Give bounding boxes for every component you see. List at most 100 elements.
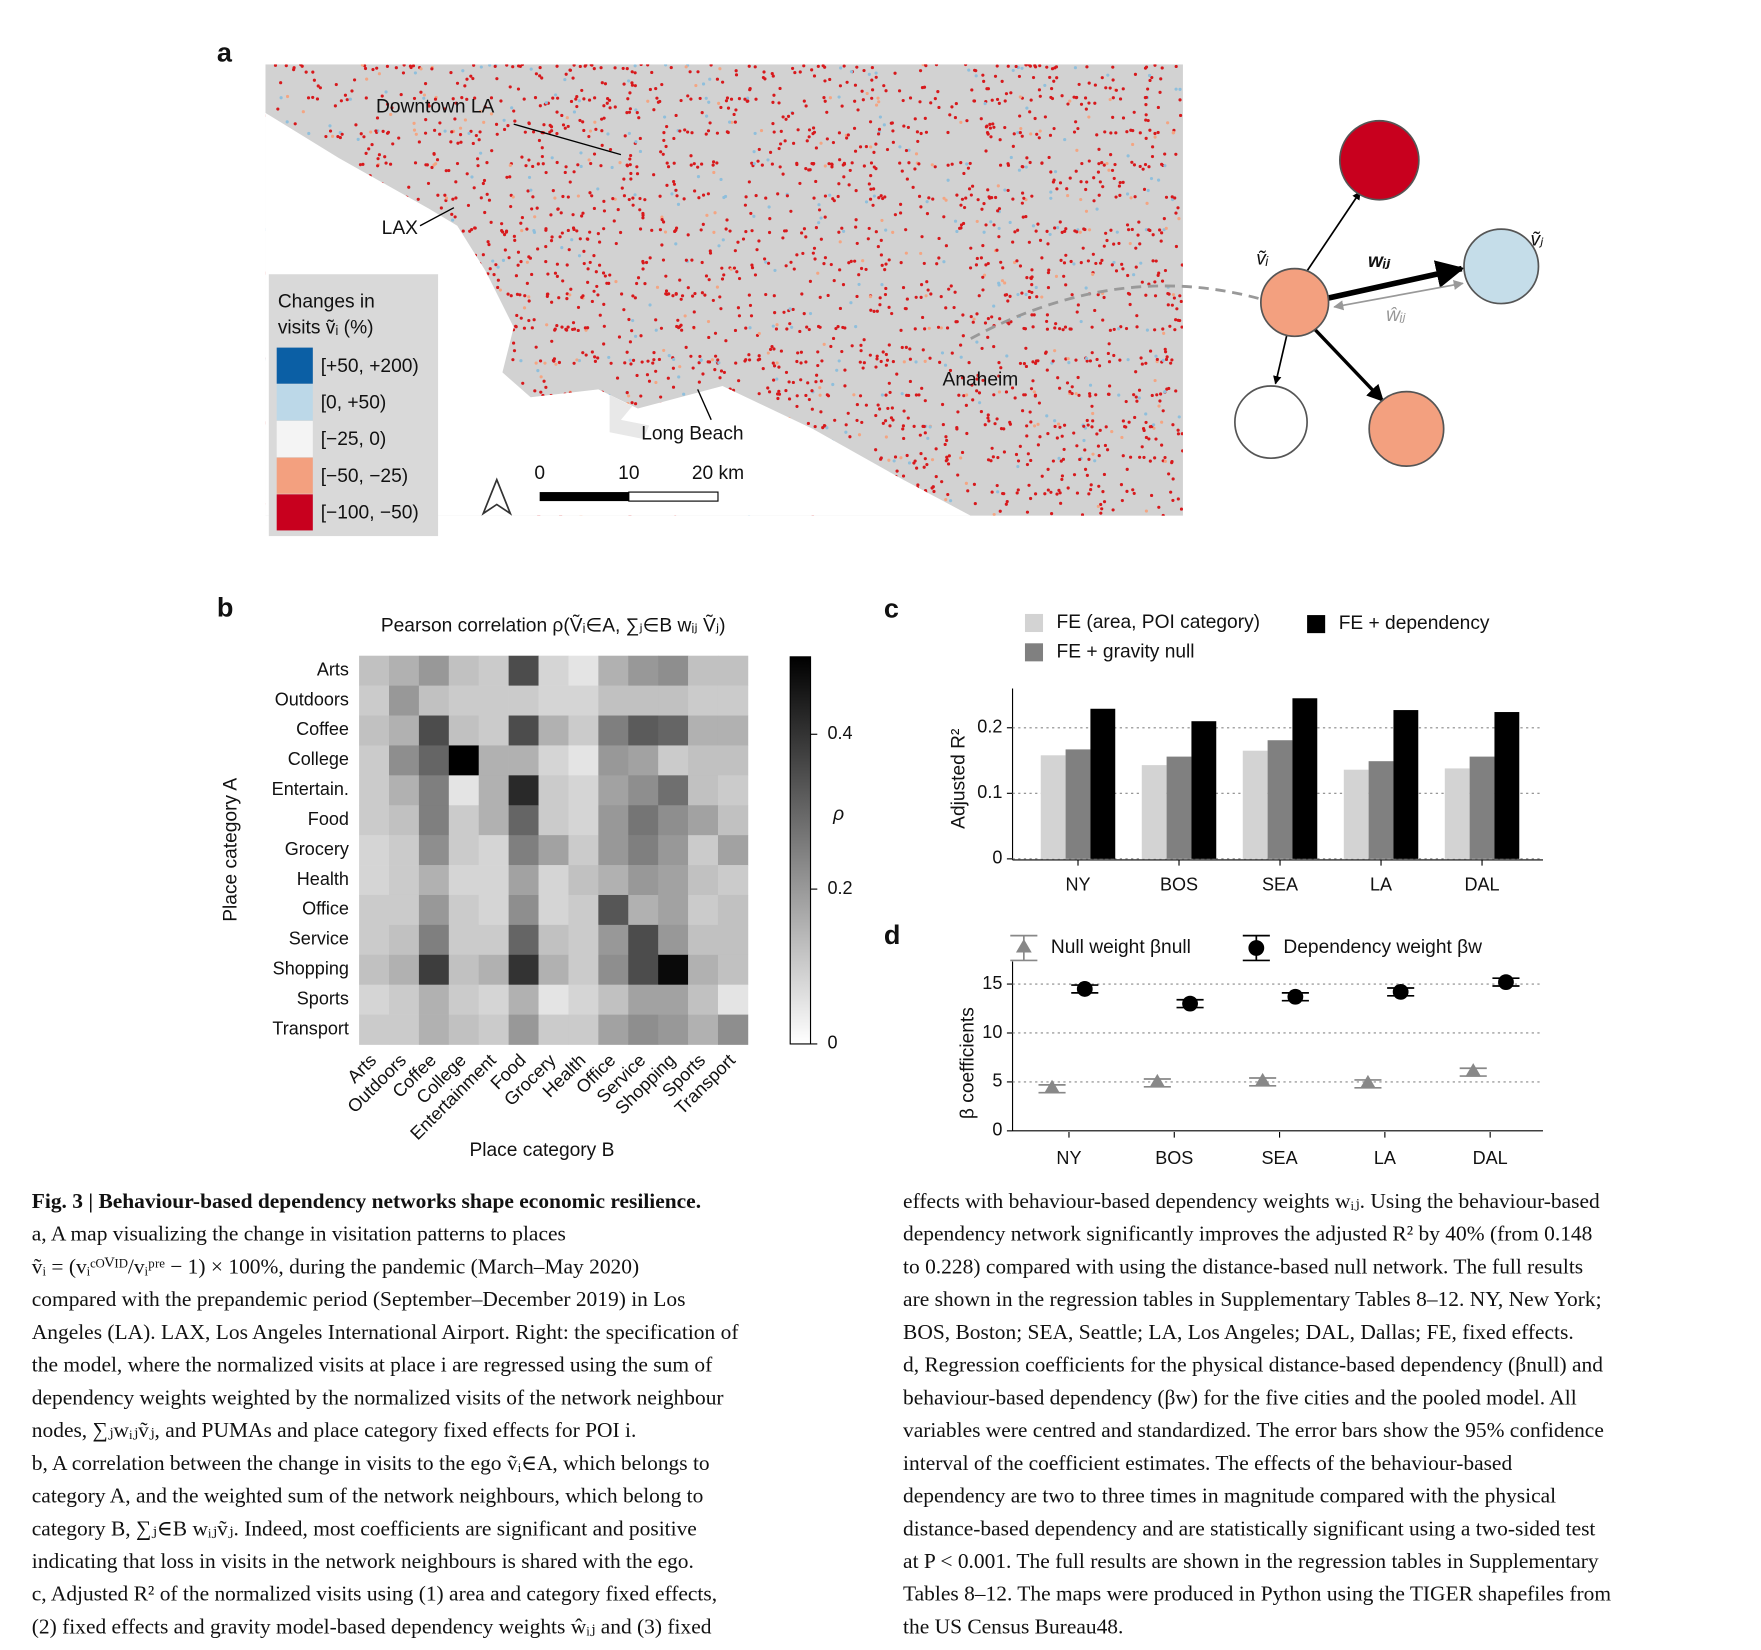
map-dot <box>905 177 909 181</box>
map-dot <box>848 435 852 439</box>
map-dot <box>877 132 881 136</box>
map-dot <box>757 239 761 243</box>
map-dot <box>369 130 373 134</box>
y-tick-label: 0 <box>992 1120 1002 1140</box>
map-dot <box>1152 423 1156 427</box>
map-dot <box>1045 319 1049 324</box>
map-dot <box>787 380 791 384</box>
map-dot <box>837 95 841 99</box>
map-dot <box>939 295 943 299</box>
map-dot <box>519 316 523 320</box>
map-dot <box>455 81 460 85</box>
map-dot <box>837 359 841 363</box>
map-dot <box>814 380 818 384</box>
heat-cell <box>568 835 599 866</box>
map-dot <box>705 213 709 217</box>
map-dot <box>1159 77 1163 81</box>
map-dot <box>1038 435 1042 439</box>
map-dot <box>401 71 406 75</box>
map-dot <box>967 361 971 365</box>
map-dot <box>1117 184 1122 188</box>
map-dot <box>1152 426 1156 430</box>
map-dot <box>774 327 779 331</box>
map-dot <box>1077 82 1081 86</box>
map-dot <box>858 145 863 149</box>
heat-cell <box>388 865 420 896</box>
caption-line: the model, where the normalized visits a… <box>32 1353 713 1377</box>
map-dot <box>1160 443 1164 447</box>
map-dot <box>843 384 847 388</box>
map-dot <box>666 165 671 169</box>
map-dot <box>825 426 829 430</box>
heat-cell <box>448 685 480 716</box>
bar <box>1065 749 1091 859</box>
point <box>1248 940 1265 956</box>
map-dot <box>619 230 623 235</box>
heat-cell <box>598 1014 629 1045</box>
map-dot <box>990 315 994 319</box>
map-dot <box>639 64 643 67</box>
map-dot <box>630 329 634 333</box>
map-dot <box>616 207 620 212</box>
map-dot <box>974 69 978 73</box>
map-dot <box>1095 432 1099 436</box>
heat-cell <box>448 1014 480 1045</box>
map-dot <box>764 196 768 200</box>
heat-cell <box>418 894 450 926</box>
map-dot <box>858 394 863 398</box>
map-dot <box>334 82 338 87</box>
heat-cell <box>658 894 689 926</box>
caption-line: the US Census Bureau48. <box>903 1614 1123 1638</box>
map-dot <box>381 129 385 133</box>
map-dot <box>1108 86 1112 90</box>
heat-cell <box>478 924 509 956</box>
heat-cell <box>478 715 509 746</box>
map-dot <box>1160 66 1164 70</box>
map-dot <box>641 267 645 271</box>
map-dot <box>983 321 988 325</box>
heat-cell <box>508 715 539 746</box>
map-dot <box>1020 66 1024 70</box>
map-dot <box>908 379 912 384</box>
map-dot <box>582 249 586 253</box>
map-dot <box>450 130 454 134</box>
map-dot <box>1087 457 1091 461</box>
map-dot <box>660 215 664 219</box>
map-dot <box>1144 435 1148 440</box>
map-dot <box>887 305 891 309</box>
map-dot <box>555 274 559 278</box>
map-dot <box>665 125 669 129</box>
y-tick-label: Shopping <box>273 959 349 979</box>
map-dot <box>1038 129 1042 133</box>
map-dot <box>1143 162 1148 167</box>
map-dot <box>701 193 706 197</box>
heat-cell <box>688 655 719 686</box>
map-dot <box>394 66 398 70</box>
map-dot <box>596 232 600 236</box>
map-dot <box>883 195 887 199</box>
edge <box>1306 191 1361 272</box>
map-dot <box>881 421 885 425</box>
map-dot <box>530 207 534 211</box>
map-dot <box>1153 64 1157 67</box>
map-dot <box>595 284 599 289</box>
map-dot <box>1109 131 1113 135</box>
map-dot <box>964 64 968 67</box>
map-dot <box>469 74 473 78</box>
map-dot <box>772 130 776 134</box>
map-dot <box>818 386 822 390</box>
map-dot <box>1161 409 1165 413</box>
map-dot <box>823 194 828 198</box>
map-dot <box>422 93 427 97</box>
heat-cell <box>388 954 420 986</box>
map-dot <box>550 339 554 343</box>
map-dot <box>749 314 754 318</box>
map-dot <box>902 409 906 413</box>
map-dot <box>598 313 602 317</box>
map-dot <box>523 130 527 134</box>
legend-label: [−25, 0) <box>321 429 387 450</box>
map-dot <box>553 327 557 331</box>
map-dot <box>1004 390 1009 394</box>
map-dot <box>408 64 413 68</box>
map-dot <box>901 98 905 103</box>
